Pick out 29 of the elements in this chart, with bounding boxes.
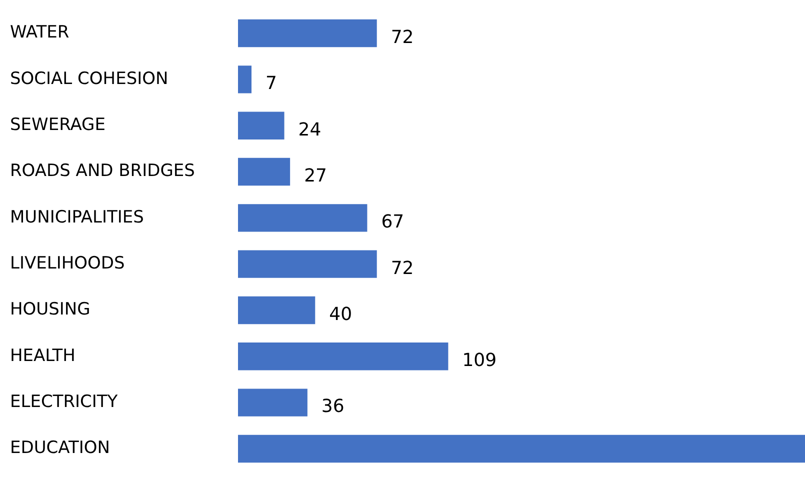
bar [238,434,805,463]
data-label: 109 [462,350,497,372]
data-label: 36 [321,396,344,418]
data-label: 72 [390,26,414,48]
y-tick-label: ELECTRICITY [10,392,118,412]
bar [238,204,368,232]
y-tick-label: LIVELIHOODS [10,254,125,274]
data-label: 67 [381,212,404,233]
y-tick-label: EDUCATION [10,438,110,458]
y-tick-label: SEWERAGE [10,115,106,136]
bar [238,342,448,370]
data-label: 24 [298,119,322,140]
y-tick-label: HEALTH [10,346,76,366]
y-tick-label: ROADS AND BRIDGES [10,161,195,182]
y-tick-label: WATER [10,22,70,43]
bar [238,250,377,278]
bar [238,158,290,186]
bar [238,19,377,48]
bar [238,296,316,324]
bar [238,66,252,94]
y-tick-label: SOCIAL COHESION [10,68,168,89]
data-label: 7 [266,73,277,94]
data-label: 72 [390,258,414,279]
y-tick-label: HOUSING [10,300,90,320]
y-tick-label: MUNICIPALITIES [10,207,144,228]
data-label: 40 [329,304,352,325]
bar [238,112,284,140]
bar [238,388,308,416]
data-label: 27 [304,165,327,186]
